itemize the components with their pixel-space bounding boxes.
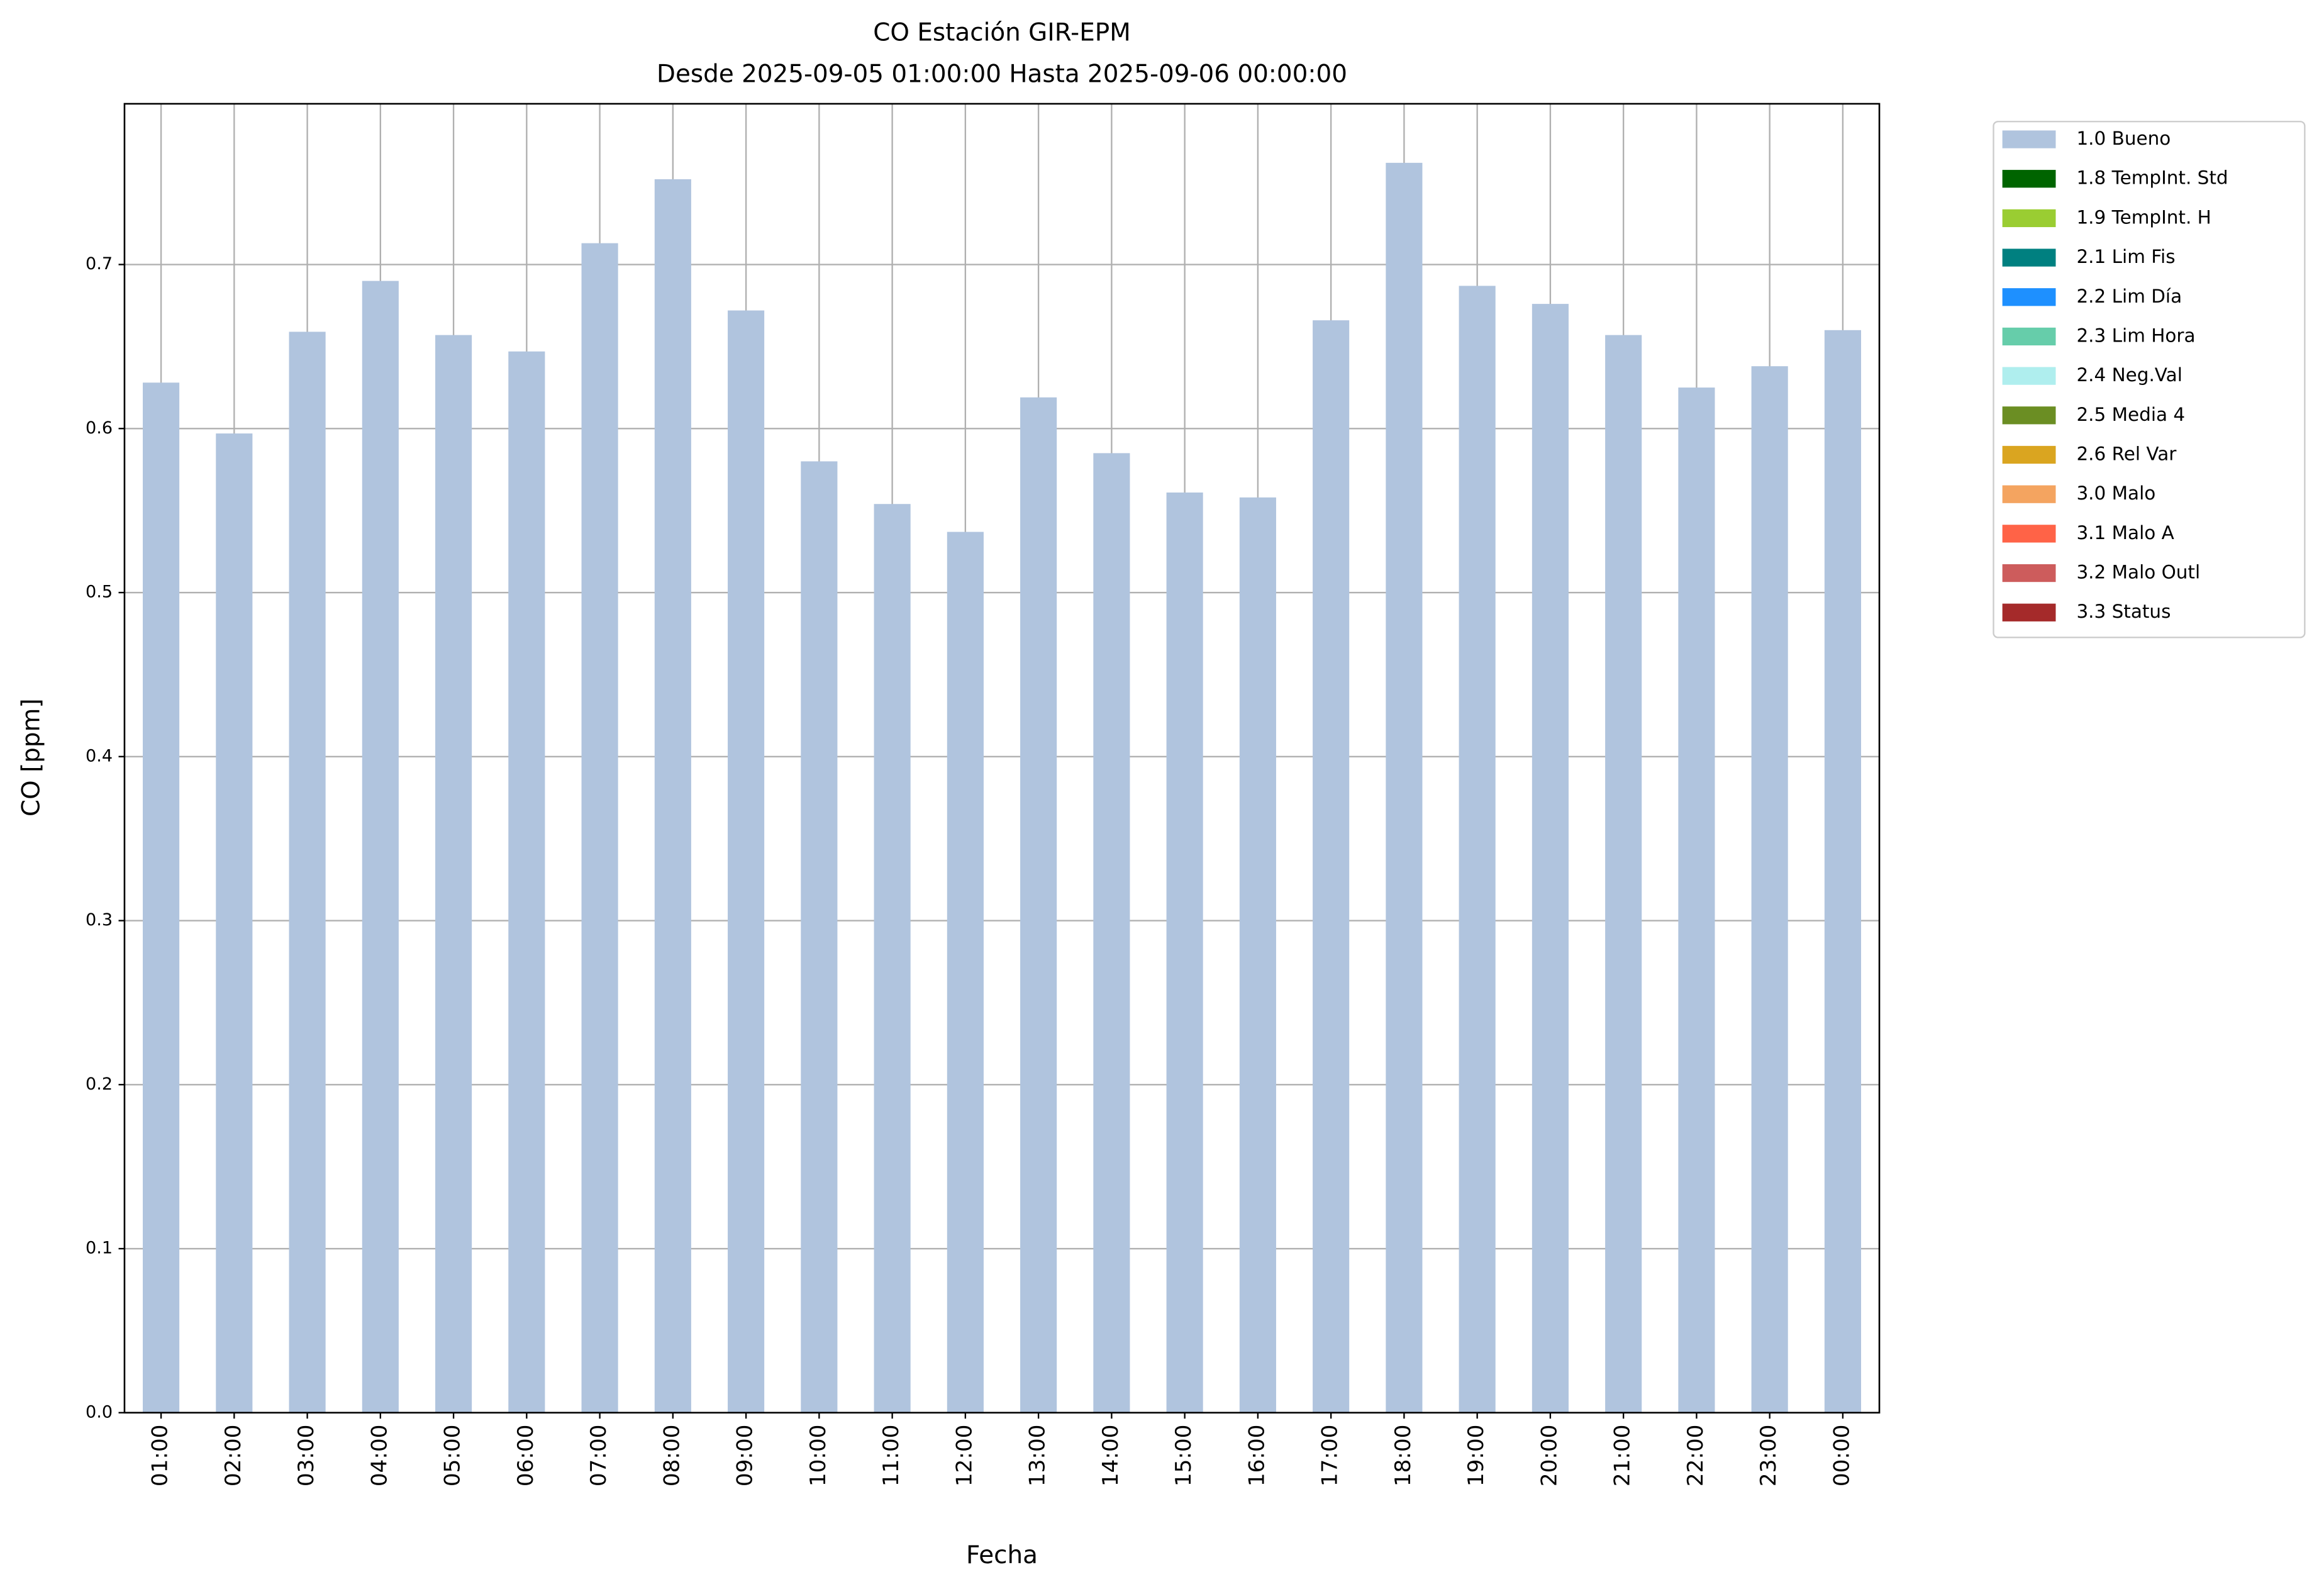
x-tick-label: 14:00 [1098,1425,1123,1486]
ticks: 0.0 0.1 0.2 0.3 0.4 0.5 0.6 0.7 01:00 02:00 03:00 0… [86,254,1854,1486]
bars [143,162,1861,1413]
x-tick-label: 22:00 [1683,1425,1708,1486]
bar [1020,397,1057,1413]
legend-swatch [2002,603,2056,621]
x-tick-label: 00:00 [1829,1425,1854,1486]
bar [1751,366,1788,1413]
bar [1532,304,1569,1413]
legend-swatch [2002,445,2056,464]
bar [801,461,838,1413]
bar [1313,320,1350,1413]
legend-label: 3.2 Malo Outl [2076,562,2200,583]
legend-swatch [2002,288,2056,306]
bar [362,281,399,1413]
x-tick-label: 16:00 [1244,1425,1269,1486]
legend-label: 2.1 Lim Fis [2076,246,2175,267]
legend-swatch [2002,327,2056,346]
bar [1166,492,1203,1413]
bar [1093,453,1130,1413]
legend-label: 3.0 Malo [2076,482,2155,504]
x-tick-label: 03:00 [294,1425,319,1486]
bar [508,351,545,1413]
x-tick-label: 13:00 [1025,1425,1050,1486]
legend-label: 2.4 Neg.Val [2076,364,2182,386]
legend: 1.0 Bueno 1.8 TempInt. Std 1.9 TempInt. H 2… [1993,121,2306,638]
bar [654,179,691,1413]
y-tick-label: 0.2 [86,1074,113,1094]
legend-label: 2.6 Rel Var [2076,443,2177,465]
bar [143,382,180,1413]
x-tick-label: 04:00 [367,1425,392,1486]
x-tick-label: 08:00 [659,1425,684,1486]
bar [874,504,911,1413]
x-tick-label: 06:00 [513,1425,538,1486]
legend-label: 2.2 Lim Día [2076,286,2182,307]
chart-subtitle: Desde 2025-09-05 01:00:00 Hasta 2025-09-… [657,60,1347,89]
x-axis-label: Fecha [966,1541,1038,1569]
y-tick-label: 0.6 [86,418,113,438]
legend-label: 1.0 Bueno [2076,128,2171,149]
bar [1678,387,1715,1413]
legend-swatch [2002,525,2056,543]
bar [1239,497,1276,1413]
bar [947,532,984,1413]
x-tick-label: 07:00 [586,1425,611,1486]
legend-swatch [2002,209,2056,228]
bar [216,433,253,1413]
bar [581,243,618,1413]
bar [1459,286,1496,1413]
bar [435,335,472,1413]
x-tick-label: 02:00 [221,1425,246,1486]
x-tick-label: 21:00 [1610,1425,1635,1486]
legend-swatch [2002,130,2056,148]
x-tick-label: 11:00 [879,1425,904,1486]
y-axis-label: CO [ppm] [17,698,45,817]
legend-swatch [2002,170,2056,188]
legend-swatch [2002,564,2056,582]
legend-label: 3.1 Malo A [2076,522,2174,543]
x-tick-label: 12:00 [952,1425,977,1486]
legend-swatch [2002,406,2056,425]
x-tick-label: 09:00 [733,1425,758,1486]
bar [1386,162,1423,1413]
bar [289,332,326,1413]
legend-label: 1.8 TempInt. Std [2076,167,2228,189]
x-tick-label: 19:00 [1464,1425,1489,1486]
x-tick-label: 05:00 [440,1425,465,1486]
x-tick-label: 15:00 [1171,1425,1196,1486]
legend-swatch [2002,485,2056,503]
y-tick-label: 0.5 [86,582,113,602]
bar [1605,335,1642,1413]
y-tick-label: 0.7 [86,254,113,274]
legend-swatch [2002,367,2056,385]
x-tick-label: 18:00 [1391,1425,1416,1486]
x-tick-label: 23:00 [1756,1425,1781,1486]
legend-label: 1.9 TempInt. H [2076,206,2211,228]
bar [1824,330,1861,1413]
chart-title: CO Estación GIR-EPM [873,19,1131,47]
bar [728,310,765,1413]
x-tick-label: 17:00 [1318,1425,1343,1486]
legend-box [1993,121,2306,638]
y-tick-label: 0.1 [86,1239,113,1258]
legend-swatch [2002,248,2056,267]
x-tick-label: 10:00 [806,1425,831,1486]
y-tick-label: 0.3 [86,910,113,930]
y-tick-label: 0.4 [86,746,113,766]
x-tick-label: 01:00 [148,1425,173,1486]
y-tick-label: 0.0 [86,1402,113,1422]
plot-frame [123,103,1881,1414]
legend-label: 2.5 Media 4 [2076,404,2185,425]
legend-label: 2.3 Lim Hora [2076,325,2195,346]
legend-label: 3.3 Status [2076,601,2171,622]
x-tick-label: 20:00 [1537,1425,1562,1486]
